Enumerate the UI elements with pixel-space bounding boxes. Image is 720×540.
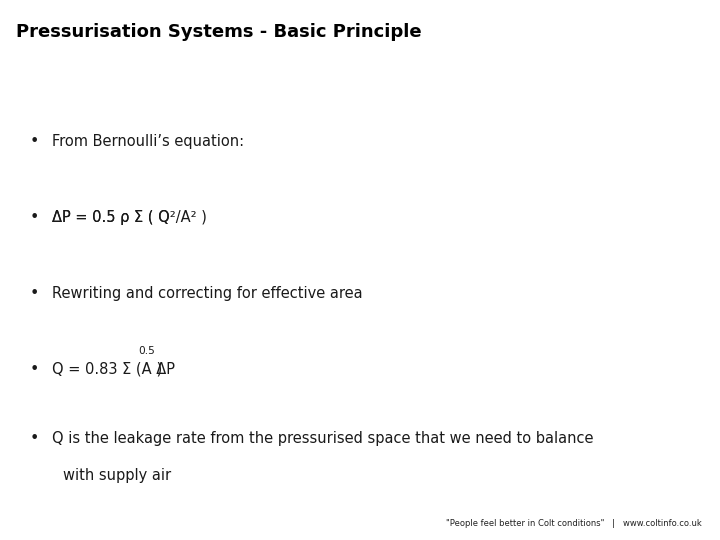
- Text: Q is the leakage rate from the pressurised space that we need to balance: Q is the leakage rate from the pressuris…: [52, 431, 593, 446]
- Text: ΔP = 0.5 ρ Σ ( Q: ΔP = 0.5 ρ Σ ( Q: [52, 210, 170, 225]
- Text: •: •: [30, 134, 40, 149]
- Text: Pressurisation Systems - Basic Principle: Pressurisation Systems - Basic Principle: [16, 23, 421, 41]
- Text: From Bernoulli’s equation:: From Bernoulli’s equation:: [52, 134, 244, 149]
- Text: 0.5: 0.5: [138, 346, 155, 356]
- Text: •: •: [30, 286, 40, 301]
- Text: •: •: [30, 362, 40, 377]
- Text: Rewriting and correcting for effective area: Rewriting and correcting for effective a…: [52, 286, 362, 301]
- Text: Q = 0.83 Σ (A ΔP: Q = 0.83 Σ (A ΔP: [52, 362, 175, 377]
- Text: •: •: [30, 210, 40, 225]
- Text: ): ): [153, 362, 163, 377]
- Text: ΔP = 0.5 ρ Σ ( Q²/A² ): ΔP = 0.5 ρ Σ ( Q²/A² ): [52, 210, 207, 225]
- Text: "People feel better in Colt conditions"   |   www.coltinfo.co.uk: "People feel better in Colt conditions" …: [446, 519, 702, 528]
- Text: •: •: [30, 431, 40, 446]
- Text: with supply air: with supply air: [63, 468, 171, 483]
